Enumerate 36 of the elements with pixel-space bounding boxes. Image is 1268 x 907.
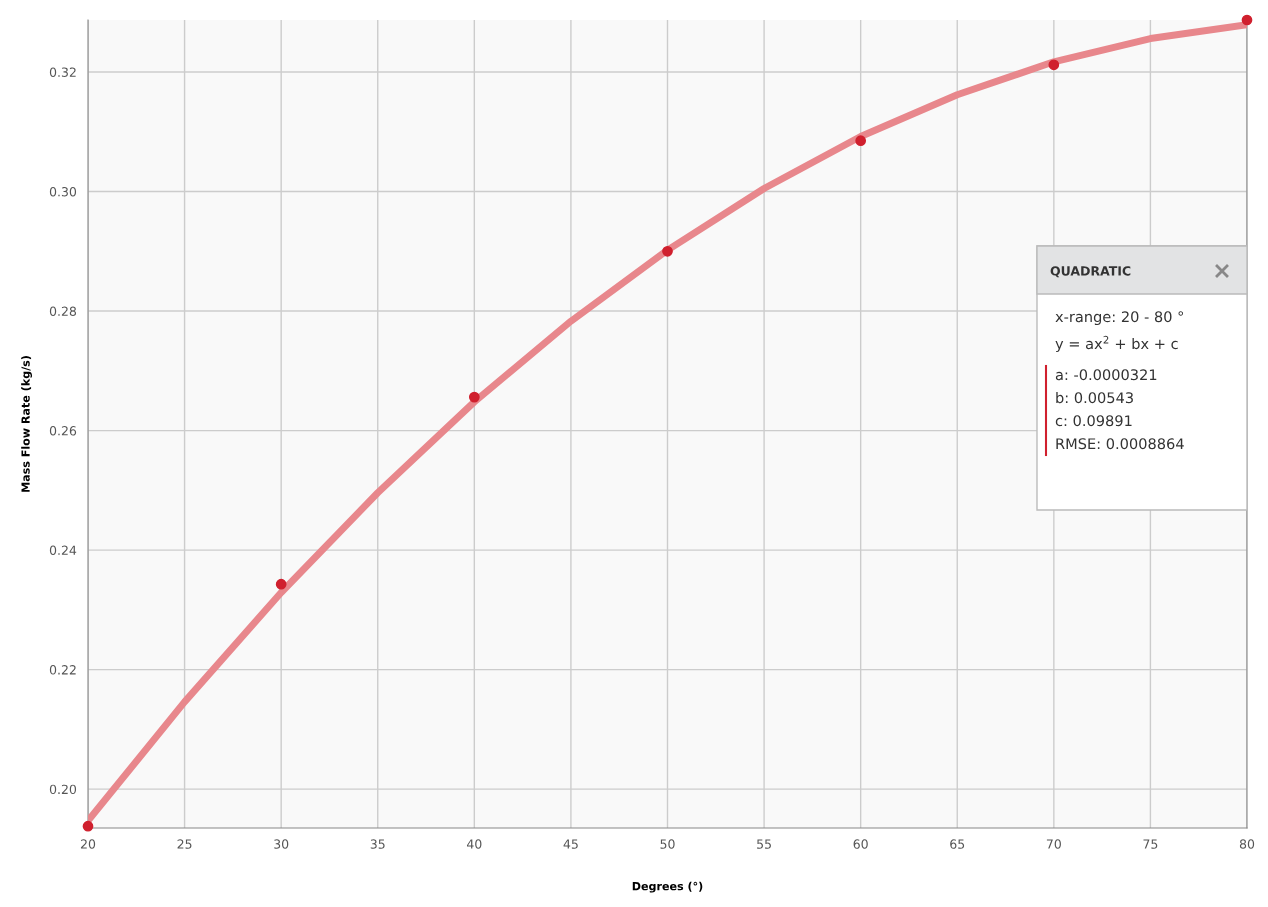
annotation: b: 0.00543 <box>1056 391 1133 404</box>
x-tick-label: 55 <box>757 839 771 849</box>
x-tick-label: 70 <box>1046 839 1061 849</box>
x-tick-label: 60 <box>853 839 868 849</box>
annotation: y = ax$^{2}$ + bx + c <box>1055 335 1178 353</box>
y-tick-label: 0.28 <box>49 306 77 316</box>
annotation: c: 0.09891 <box>1055 415 1132 427</box>
x-tick-label: 50 <box>660 839 675 849</box>
x-axis-title: Degrees (°) <box>632 881 703 893</box>
annotation: a: -0.0000321 <box>1055 369 1157 381</box>
y-tick-label: 0.26 <box>49 426 77 436</box>
y-tick-label: 0.22 <box>49 665 76 675</box>
x-tick-label: 40 <box>466 839 482 849</box>
y-axis-title: Mass Flow Rate (kg/s) <box>21 356 32 492</box>
y-tick-label: 0.30 <box>49 186 77 197</box>
point <box>468 391 480 403</box>
x-tick-label: 45 <box>563 839 578 849</box>
annotation: QUADRATIC <box>1050 266 1131 278</box>
y-tick-label: 0.32 <box>49 67 76 77</box>
x-tick-label: 75 <box>1143 839 1158 849</box>
point <box>1241 14 1253 26</box>
point <box>82 820 94 832</box>
point <box>855 135 867 147</box>
annotation: x-range: 20 - 80 ° <box>1055 311 1184 326</box>
point <box>1048 59 1060 71</box>
y-tick-label: 0.20 <box>49 784 77 795</box>
annotation: RMSE: 0.0008864 <box>1056 438 1184 450</box>
x-tick-label: 20 <box>80 839 96 849</box>
x-tick-label: 80 <box>1239 839 1255 849</box>
point <box>275 578 287 590</box>
x-tick-label: 65 <box>950 839 965 849</box>
x-tick-label: 35 <box>370 839 385 849</box>
x-tick-label: 25 <box>177 839 192 849</box>
y-tick-label: 0.24 <box>49 545 77 556</box>
x-tick-label: 30 <box>274 839 289 849</box>
point <box>662 245 673 257</box>
